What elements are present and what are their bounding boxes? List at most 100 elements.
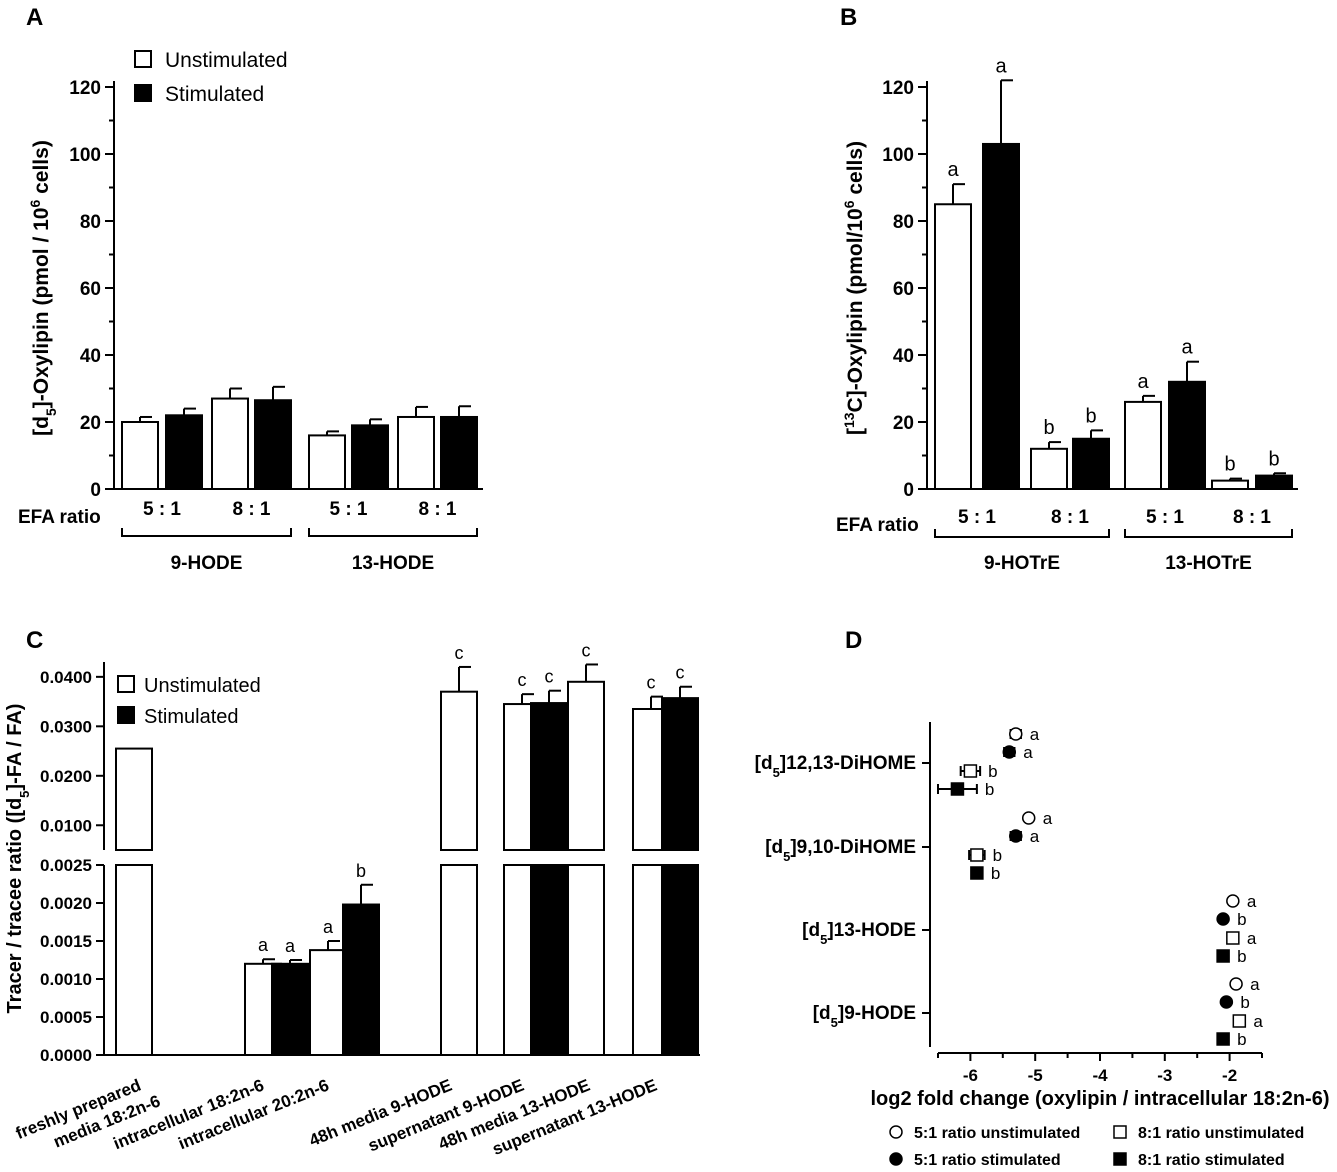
legend-marker: [889, 1125, 903, 1139]
significance-letter: b: [985, 780, 994, 799]
y-tick-label: 120: [69, 78, 101, 99]
y-tick-label: 20: [80, 413, 101, 434]
legend-swatch: [134, 50, 152, 68]
x-tick-label: -4: [1092, 1066, 1108, 1085]
bar-upper-segment: [115, 747, 153, 851]
data-point: [1216, 1032, 1230, 1046]
y-tick-label: 0.0010: [40, 970, 92, 989]
significance-letter: a: [258, 935, 269, 955]
y-tick-label: 100: [882, 145, 914, 166]
bar-lower-segment: [661, 864, 699, 1056]
x-axis-label: log2 fold change (oxylipin / intracellul…: [871, 1088, 1330, 1110]
significance-letter: c: [455, 643, 464, 663]
bar: [308, 434, 346, 490]
y-tick-label: 40: [80, 346, 101, 367]
data-point: [970, 866, 984, 880]
legend-label: 8:1 ratio stimulated: [1138, 1152, 1285, 1169]
data-point: [1009, 829, 1023, 843]
ratio-label: 5 : 1: [958, 507, 996, 528]
y-tick-label: 60: [893, 279, 914, 300]
x-tick-label: -3: [1157, 1066, 1172, 1085]
data-point: [963, 764, 978, 778]
panel-b-chart: 0 20 40 60 80 100 120 [13C]-Oxylipin (pmol/106 …: [836, 55, 1298, 574]
significance-letter: b: [356, 861, 366, 881]
y-tick-label: 60: [80, 279, 101, 300]
panel-d-chart: -6 -5 -4 -3 -2 log2 fold change (oxylipin / i…: [755, 722, 1330, 1169]
ratio-label: 5 : 1: [143, 499, 181, 520]
significance-letter: b: [988, 762, 997, 781]
panel-c-chart: 0.0000 0.0005 0.0010 0.0015 0.0020 0.0025 0.01…: [4, 640, 700, 1159]
bar-upper-segment: [440, 690, 478, 851]
bar: [309, 949, 347, 1056]
panel-label-a: A: [26, 4, 43, 31]
ratio-label: 8 : 1: [1233, 507, 1271, 528]
bar: [982, 142, 1020, 490]
bar: [254, 399, 292, 491]
data-point: [1232, 1014, 1247, 1028]
panel-a-chart: 0 20 40 60 80 100 120 [d5]-Oxylipin (pmol / 106…: [18, 49, 483, 574]
y-axis-label: [d5]-Oxylipin (pmol / 106 cells): [27, 140, 59, 436]
y-axis-label: Tracer / tracee ratio ([d5]-FA / FA): [4, 704, 32, 1014]
y-tick-label: 0.0015: [40, 932, 92, 951]
y-tick-label: 0.0020: [40, 894, 92, 913]
panel-label-b: B: [840, 4, 857, 31]
significance-letter: a: [1023, 743, 1033, 762]
bar-lower-segment: [530, 864, 568, 1056]
significance-letter: b: [1085, 405, 1096, 427]
significance-letter: b: [1240, 993, 1249, 1012]
data-point: [1226, 931, 1240, 945]
group-bracket: [308, 528, 478, 537]
x-tick-label: -5: [1028, 1066, 1043, 1085]
significance-letter: a: [1250, 975, 1260, 994]
significance-letter: a: [1030, 725, 1040, 744]
data-point: [1009, 727, 1023, 741]
y-tick-label: 0: [90, 480, 101, 501]
legend-label: 8:1 ratio unstimulated: [1138, 1125, 1304, 1142]
bar: [271, 962, 309, 1056]
bar-upper-segment: [661, 697, 699, 851]
bar-upper-segment: [567, 680, 605, 852]
significance-letter: b: [1268, 448, 1279, 470]
bar: [165, 414, 203, 490]
significance-letter: c: [676, 663, 685, 683]
significance-letter: b: [1237, 947, 1246, 966]
data-point: [1226, 894, 1240, 908]
significance-letter: a: [285, 936, 296, 956]
group-label: 13-HODE: [352, 553, 434, 574]
y-tick-label: 80: [80, 212, 101, 233]
group-label: 9-HODE: [171, 553, 243, 574]
data-point: [970, 848, 984, 862]
legend-swatch: [117, 675, 135, 693]
panel-label-d: D: [845, 627, 862, 654]
bar: [1124, 400, 1162, 490]
y-tick-label: 0.0200: [40, 767, 92, 786]
x-tick-label: -6: [963, 1066, 978, 1085]
bar: [121, 421, 159, 490]
legend-swatch: [134, 84, 152, 102]
significance-letter: c: [545, 667, 554, 687]
significance-letter: a: [1253, 1012, 1263, 1031]
x-tick-label: -2: [1222, 1066, 1237, 1085]
significance-letter: b: [1224, 454, 1235, 476]
significance-letter: b: [1043, 417, 1054, 439]
legend-label: 5:1 ratio stimulated: [914, 1152, 1061, 1169]
row-label: [d5]9-HODE: [813, 1003, 916, 1030]
data-point: [950, 782, 965, 796]
bar: [1072, 437, 1110, 490]
ratio-label: 8 : 1: [1051, 507, 1089, 528]
legend-marker: [889, 1152, 903, 1166]
data-point: [1216, 912, 1230, 926]
significance-letter: b: [993, 846, 1002, 865]
bar-lower-segment: [115, 864, 153, 1056]
y-tick-label: 80: [893, 212, 914, 233]
bar: [1211, 479, 1249, 490]
ratio-label: 8 : 1: [232, 499, 270, 520]
legend-marker: [1113, 1125, 1127, 1139]
group-bracket: [934, 529, 1110, 538]
y-axis-label: [13C]-Oxylipin (pmol/106 cells): [841, 141, 867, 435]
significance-letter: b: [991, 864, 1000, 883]
y-tick-label: 40: [893, 346, 914, 367]
bar: [1255, 474, 1293, 491]
row-label: [d5]12,13-DiHOME: [755, 753, 916, 780]
data-point: [1002, 745, 1017, 759]
